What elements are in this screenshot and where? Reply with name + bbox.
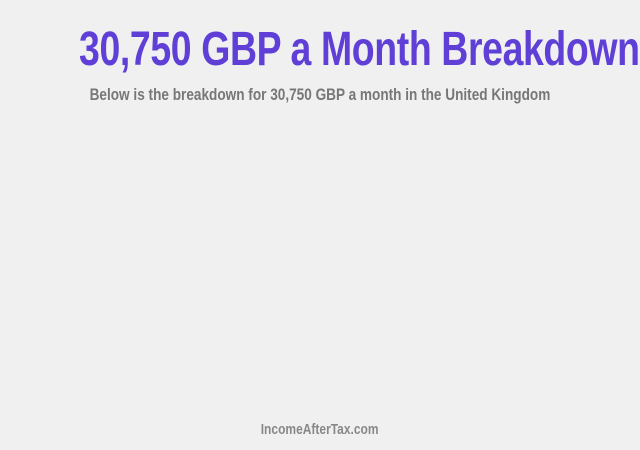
footer-site-text: IncomeAfterTax.com bbox=[261, 421, 379, 438]
page-title-text: 30,750 GBP a Month Breakdown bbox=[79, 23, 640, 76]
footer-site-name: IncomeAfterTax.com bbox=[0, 421, 640, 439]
page-title: 30,750 GBP a Month Breakdown bbox=[0, 22, 640, 77]
page-subtitle-text: Below is the breakdown for 30,750 GBP a … bbox=[89, 85, 551, 104]
page-subtitle: Below is the breakdown for 30,750 GBP a … bbox=[0, 85, 640, 105]
